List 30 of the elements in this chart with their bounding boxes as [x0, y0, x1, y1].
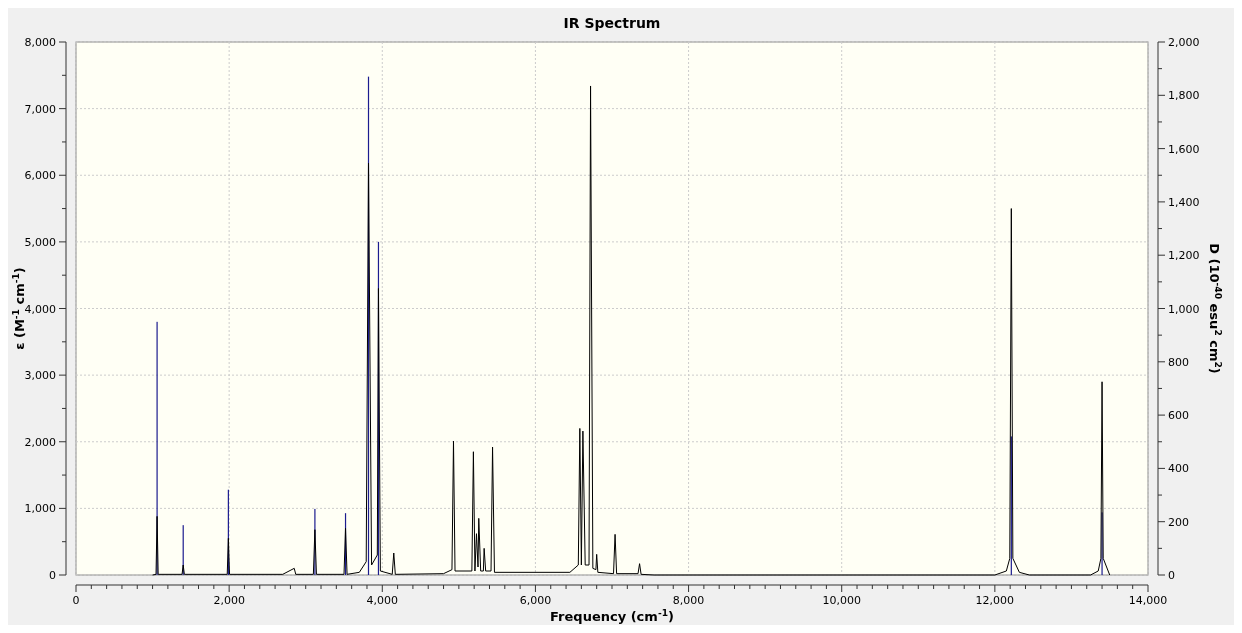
x-axis-title: Frequency (cm$^{-1}$) — [550, 608, 674, 624]
y2-tick-label: 1,400 — [1168, 195, 1200, 209]
y2-tick-label: 400 — [1168, 462, 1189, 476]
x-tick-label: 0 — [72, 594, 80, 607]
y2-tick-label: 0 — [1168, 569, 1175, 582]
chart-title: IR Spectrum — [563, 15, 661, 31]
y-tick-label: 0 — [49, 569, 56, 582]
x-tick-label: 8,000 — [672, 594, 705, 607]
y2-tick-label: 1,000 — [1168, 302, 1200, 316]
y-tick-label: 2,000 — [24, 435, 56, 449]
y-tick-label: 3,000 — [24, 369, 56, 383]
x-tick-label: 6,000 — [519, 594, 552, 607]
y-tick-label: 5,000 — [24, 235, 56, 249]
x-tick-label: 2,000 — [213, 594, 245, 607]
x-tick-label: 14,000 — [1128, 594, 1168, 607]
y2-tick-label: 200 — [1168, 515, 1189, 529]
y2-tick-label: 600 — [1168, 409, 1189, 423]
x-tick-label: 12,000 — [975, 594, 1015, 607]
y-tick-label: 8,000 — [24, 36, 56, 49]
y2-tick-label: 1,600 — [1168, 142, 1200, 156]
y-tick-label: 6,000 — [24, 169, 56, 183]
y2-tick-label: 800 — [1168, 355, 1189, 369]
x-tick-label: 4,000 — [366, 594, 399, 607]
y-tick-label: 1,000 — [24, 502, 56, 516]
y-tick-label: 7,000 — [24, 102, 56, 116]
y2-tick-label: 2,000 — [1168, 36, 1200, 49]
y2-tick-label: 1,200 — [1168, 249, 1200, 263]
y2-tick-label: 1,800 — [1168, 89, 1200, 103]
x-tick-label: 10,000 — [822, 594, 861, 607]
y-tick-label: 4,000 — [24, 302, 56, 316]
